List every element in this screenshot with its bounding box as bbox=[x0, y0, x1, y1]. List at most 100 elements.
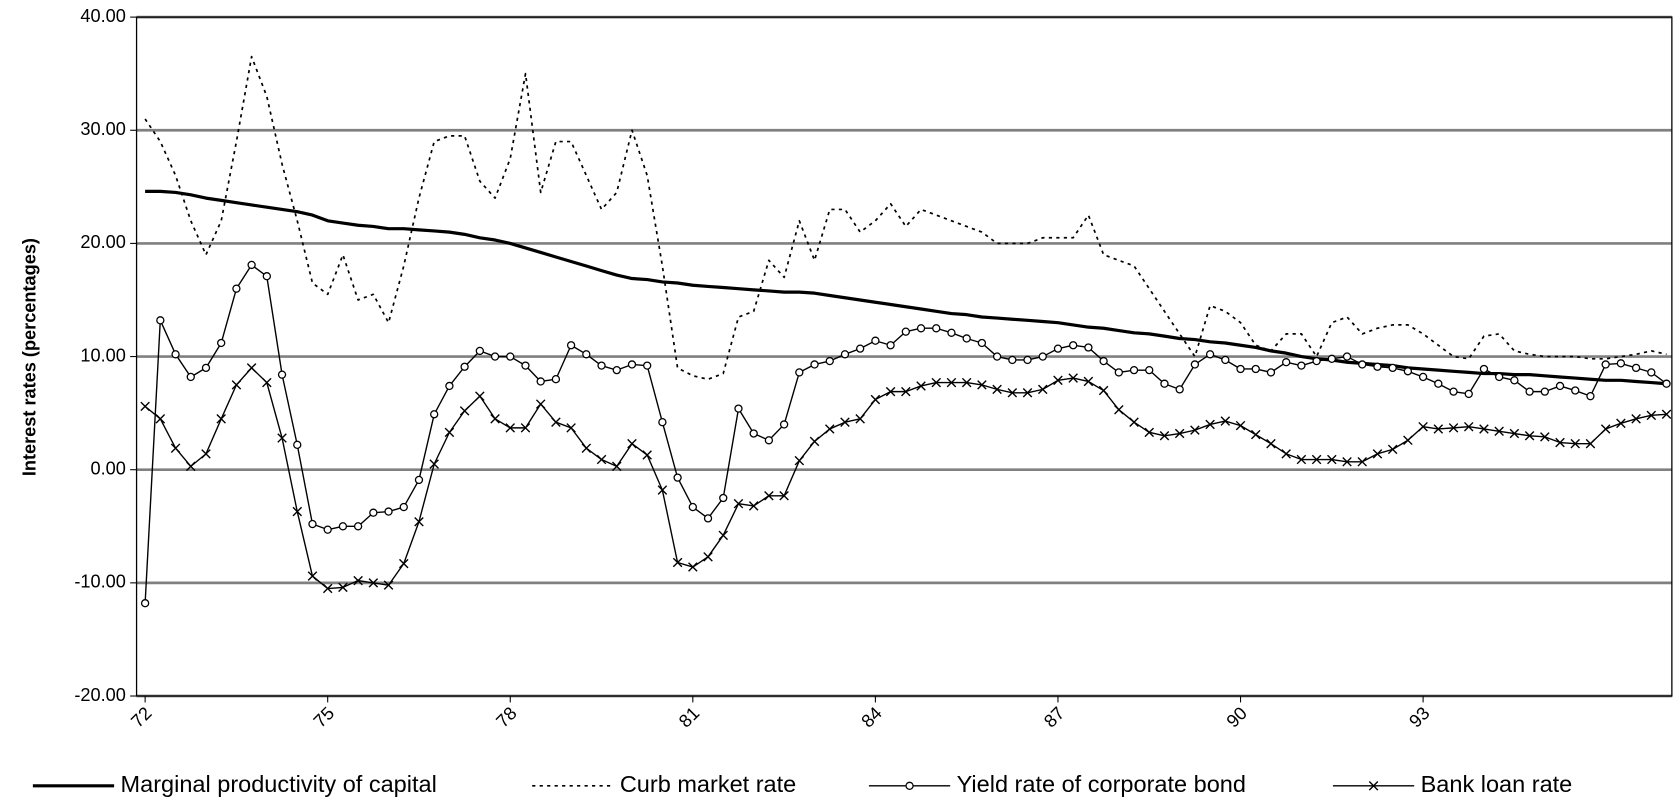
point-marker bbox=[840, 350, 850, 359]
point-marker bbox=[856, 344, 865, 353]
point-marker bbox=[186, 372, 195, 382]
point-marker bbox=[1661, 409, 1672, 420]
point-marker bbox=[947, 328, 956, 337]
point-marker bbox=[719, 493, 728, 503]
point-marker bbox=[1418, 372, 1428, 382]
point-marker bbox=[703, 552, 713, 562]
point-marker bbox=[1205, 419, 1215, 430]
y-tick-label: 20.00 bbox=[80, 232, 125, 252]
point-marker bbox=[1144, 427, 1155, 438]
point-marker bbox=[962, 334, 971, 343]
point-marker bbox=[673, 473, 682, 482]
point-marker bbox=[170, 443, 181, 453]
point-marker bbox=[1053, 344, 1063, 353]
series-markers bbox=[140, 363, 1672, 594]
point-marker bbox=[520, 423, 531, 433]
point-marker bbox=[1448, 423, 1459, 433]
point-marker bbox=[1083, 376, 1094, 387]
point-marker bbox=[566, 423, 576, 433]
point-marker bbox=[262, 272, 272, 281]
point-marker bbox=[399, 502, 408, 512]
point-marker bbox=[1084, 343, 1093, 352]
point-marker bbox=[1418, 421, 1428, 432]
point-marker bbox=[1190, 360, 1200, 369]
point-marker bbox=[232, 284, 241, 293]
point-marker bbox=[1601, 360, 1610, 369]
x-tick-label: 81 bbox=[675, 703, 703, 731]
point-marker bbox=[1388, 363, 1397, 373]
x-tick-label: 78 bbox=[492, 703, 520, 731]
point-marker bbox=[582, 350, 591, 359]
series-line bbox=[144, 55, 1667, 381]
point-marker bbox=[643, 361, 652, 370]
point-marker bbox=[1433, 424, 1444, 434]
point-marker bbox=[551, 375, 561, 384]
point-marker bbox=[1022, 388, 1033, 398]
point-marker bbox=[536, 377, 545, 386]
series-markers bbox=[140, 260, 1671, 608]
point-marker bbox=[383, 580, 394, 590]
point-marker bbox=[1571, 386, 1580, 395]
point-marker bbox=[1296, 454, 1307, 465]
point-marker bbox=[779, 490, 789, 501]
point-marker bbox=[1479, 424, 1489, 434]
point-marker bbox=[672, 557, 683, 568]
point-marker bbox=[905, 781, 914, 790]
point-marker bbox=[185, 461, 196, 472]
point-marker bbox=[1282, 358, 1291, 367]
point-marker bbox=[1235, 420, 1246, 431]
point-marker bbox=[398, 558, 409, 569]
point-marker bbox=[1220, 416, 1231, 426]
point-marker bbox=[201, 449, 211, 459]
point-marker bbox=[1524, 430, 1535, 441]
point-marker bbox=[809, 436, 820, 447]
point-marker bbox=[1129, 365, 1139, 375]
point-marker bbox=[612, 365, 621, 375]
point-marker bbox=[1099, 356, 1108, 366]
point-marker bbox=[1007, 388, 1018, 398]
point-marker bbox=[1616, 359, 1626, 368]
point-marker bbox=[795, 368, 804, 377]
point-marker bbox=[886, 341, 895, 350]
point-marker bbox=[627, 360, 637, 369]
point-marker bbox=[140, 401, 150, 412]
point-marker bbox=[353, 522, 363, 531]
point-marker bbox=[1525, 387, 1534, 396]
point-marker bbox=[658, 418, 667, 427]
point-marker bbox=[916, 324, 926, 333]
point-marker bbox=[1281, 449, 1291, 459]
point-marker bbox=[992, 384, 1002, 395]
point-marker bbox=[794, 455, 805, 466]
x-tick-label: 93 bbox=[1405, 703, 1433, 731]
point-marker bbox=[1372, 449, 1383, 459]
point-marker bbox=[1129, 417, 1139, 427]
point-marker bbox=[231, 380, 242, 390]
point-marker bbox=[307, 571, 318, 581]
point-marker bbox=[460, 362, 469, 371]
point-marker bbox=[1555, 381, 1565, 391]
point-marker bbox=[885, 386, 896, 397]
point-marker bbox=[916, 381, 926, 391]
point-marker bbox=[1387, 444, 1398, 455]
point-marker bbox=[764, 490, 774, 501]
point-marker bbox=[1600, 424, 1611, 434]
point-marker bbox=[1631, 414, 1641, 424]
point-marker bbox=[779, 420, 789, 429]
point-marker bbox=[1008, 355, 1017, 365]
point-marker bbox=[1494, 372, 1504, 382]
point-marker bbox=[414, 516, 424, 527]
point-marker bbox=[764, 436, 774, 445]
point-marker bbox=[1373, 362, 1382, 371]
point-marker bbox=[642, 450, 652, 460]
point-marker bbox=[171, 350, 180, 359]
point-marker bbox=[247, 260, 256, 270]
point-marker bbox=[1190, 425, 1200, 435]
point-marker bbox=[1114, 368, 1123, 377]
point-marker bbox=[1463, 421, 1474, 432]
point-marker bbox=[1479, 364, 1489, 374]
point-marker bbox=[216, 414, 226, 424]
point-marker bbox=[1464, 389, 1473, 399]
point-marker bbox=[611, 461, 622, 472]
legend-label: Marginal productivity of capital bbox=[121, 771, 437, 797]
